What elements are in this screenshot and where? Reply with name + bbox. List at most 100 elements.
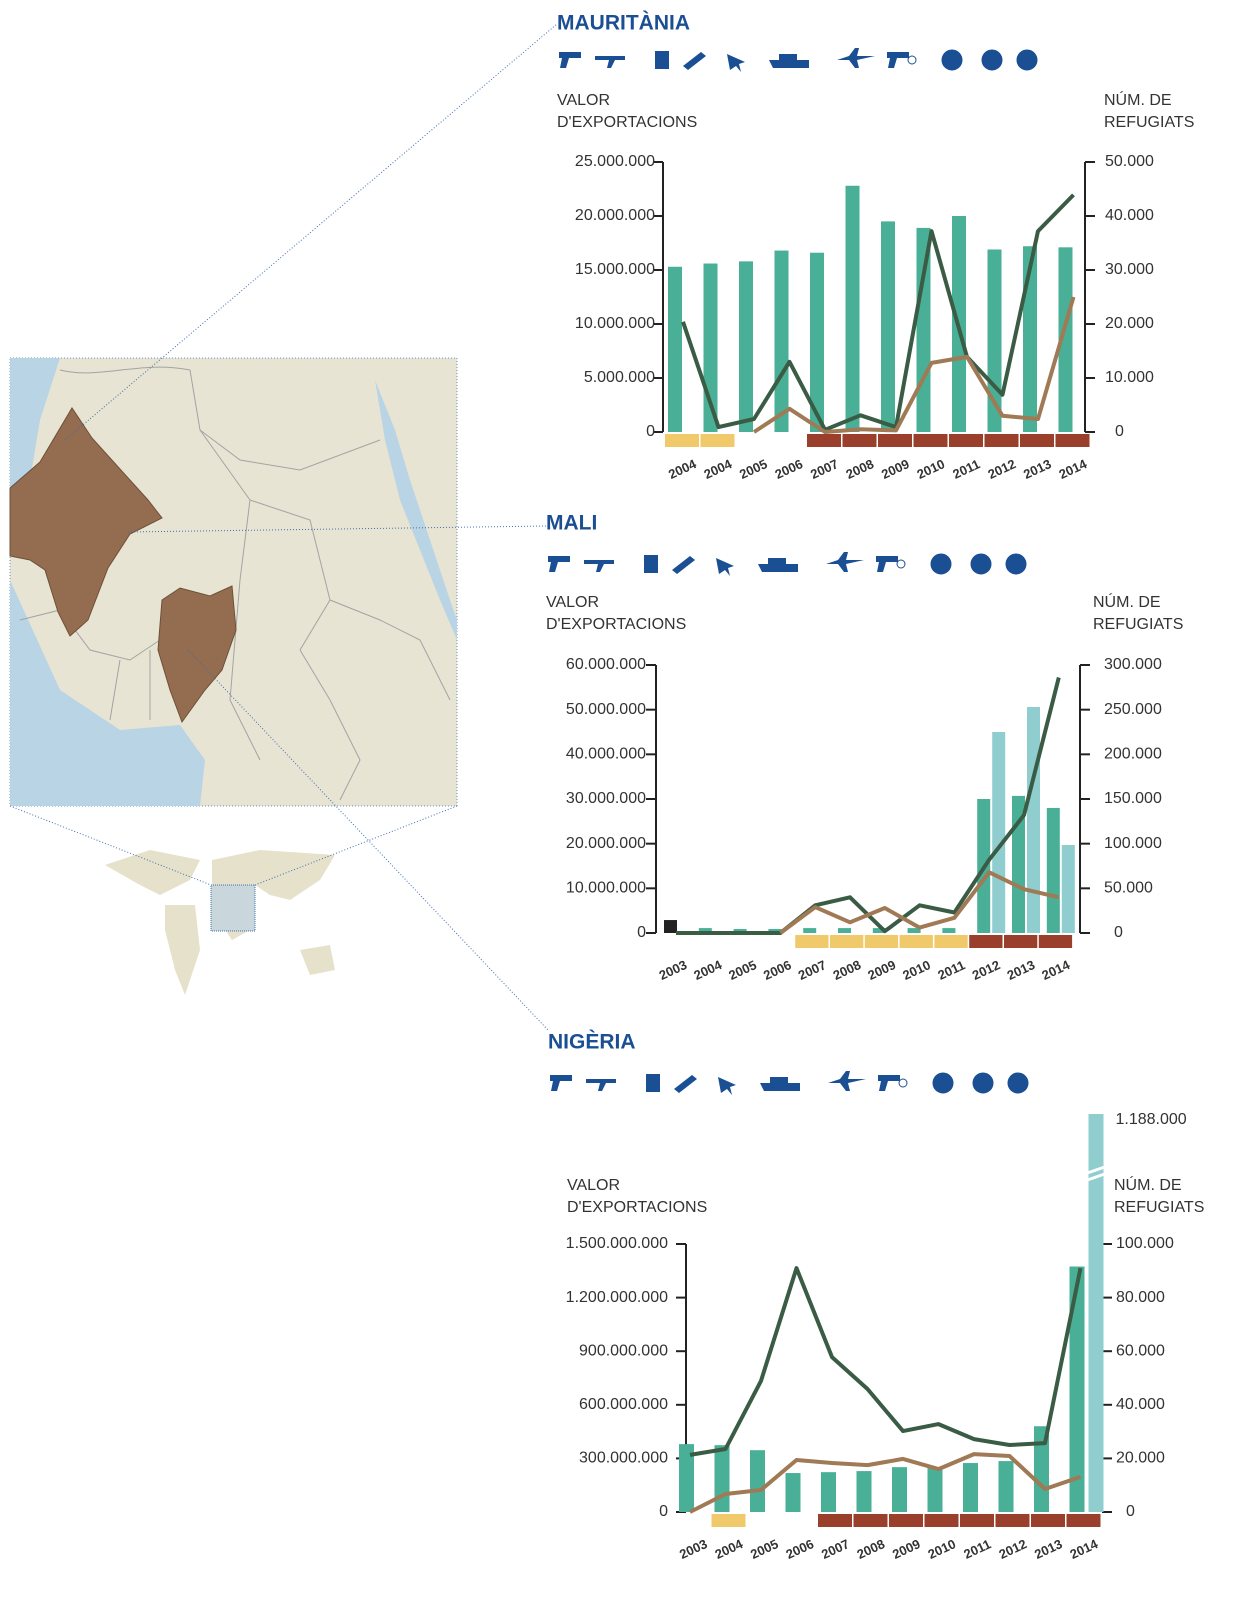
bar (664, 920, 677, 933)
conflict-strip (960, 1514, 994, 1527)
y-tick-label: 10.000.000 (575, 315, 655, 332)
y-tick-label: 20.000.000 (566, 835, 646, 852)
x-tick-label: 2006 (784, 1536, 817, 1562)
y-axis-label: D'EXPORTACIONS (567, 1199, 707, 1216)
y2-tick-label: 10.000 (1105, 369, 1154, 386)
x-tick-label: 2005 (726, 957, 759, 983)
conflict-strip (830, 935, 864, 948)
x-tick-label: 2006 (773, 456, 806, 482)
x-tick-label: 2004 (666, 456, 699, 482)
x-tick-label: 2012 (997, 1536, 1030, 1562)
gear-icon (1016, 49, 1038, 71)
conflict-strip (969, 935, 1003, 948)
bar (1058, 247, 1073, 432)
bar (774, 250, 789, 432)
y-tick-label: 900.000.000 (579, 1342, 668, 1359)
conflict-strip (949, 434, 983, 447)
weapon-icon (646, 1074, 660, 1092)
line (689, 1266, 1083, 1457)
regional-map (9, 357, 458, 807)
weapon-icon (548, 556, 570, 572)
x-tick-label: 2011 (935, 957, 967, 983)
x-tick-label: 2004 (713, 1536, 746, 1562)
bar (907, 928, 921, 933)
conflict-strip (1055, 434, 1090, 447)
y-tick-label: 20.000.000 (575, 207, 655, 224)
y2-tick-label: 250.000 (1104, 701, 1162, 718)
bar (750, 1450, 765, 1512)
x-tick-label: 2009 (879, 456, 912, 482)
conflict-strip (934, 935, 968, 948)
conflict-strip (899, 935, 933, 948)
y2-axis-label: REFUGIATS (1114, 1199, 1204, 1216)
y-tick-label: 0 (659, 1503, 668, 1520)
bar (810, 252, 824, 432)
y2-tick-label: 20.000 (1105, 315, 1154, 332)
y-tick-label: 5.000.000 (584, 369, 655, 386)
x-tick-label: 2008 (831, 957, 864, 983)
bar (821, 1472, 836, 1512)
y2-tick-label: 100.000 (1104, 835, 1162, 852)
y2-tick-label: 20.000 (1116, 1450, 1165, 1467)
bar (838, 928, 851, 933)
weapon-icon (876, 556, 898, 572)
x-tick-label: 2008 (844, 456, 877, 482)
x-tick-label: 2014 (1057, 456, 1090, 482)
chart-title: MALI (546, 512, 597, 535)
y2-axis-label: REFUGIATS (1093, 616, 1183, 633)
bar (927, 1468, 943, 1512)
bar (785, 1473, 801, 1512)
y-tick-label: 25.000.000 (575, 153, 655, 170)
y2-axis-label: NÚM. DE (1093, 592, 1161, 611)
conflict-strip (795, 935, 829, 948)
gear-icon (941, 49, 963, 71)
x-tick-label: 2007 (796, 957, 829, 983)
country-chart: MAURITÀNIA VALOR D'EXPORTACIONS NÚM. DE REFU… (557, 12, 1194, 482)
x-tick-label: 2013 (1021, 456, 1054, 482)
x-tick-label: 2014 (1068, 1536, 1101, 1562)
weapon-icon (655, 51, 669, 69)
weapon-icon (727, 54, 745, 72)
y-tick-label: 1.200.000.000 (566, 1289, 668, 1306)
weapon-icon (760, 1077, 800, 1091)
conflict-strip (853, 1514, 888, 1527)
weapon-icon (584, 560, 614, 572)
y-tick-label: 600.000.000 (579, 1396, 668, 1413)
line (689, 1452, 1082, 1514)
bar (856, 1471, 872, 1512)
x-tick-label: 2011 (950, 456, 982, 482)
x-tick-label: 2012 (970, 957, 1003, 983)
y2-tick-label: 30.000 (1105, 261, 1154, 278)
conflict-strip (1004, 935, 1038, 948)
y2-tick-label: 60.000 (1116, 1342, 1165, 1359)
gear-icon (1005, 553, 1027, 575)
conflict-strip (1038, 935, 1073, 948)
bar (892, 1467, 907, 1512)
y-tick-label: 60.000.000 (566, 656, 646, 673)
y-tick-label: 15.000.000 (575, 261, 655, 278)
y2-tick-label: 0 (1114, 924, 1123, 941)
conflict-strip (984, 434, 1019, 447)
x-tick-label: 2006 (761, 957, 794, 983)
x-tick-label: 2010 (915, 456, 948, 482)
x-tick-label: 2012 (986, 456, 1019, 482)
x-tick-label: 2003 (677, 1536, 710, 1562)
x-tick-label: 2004 (691, 957, 724, 983)
weapon-icon (878, 1075, 900, 1091)
x-tick-label: 2005 (737, 456, 770, 482)
axis-break (1084, 1164, 1108, 1176)
bar (1061, 845, 1075, 933)
leader-lines (9, 23, 558, 1031)
conflict-strip (842, 434, 877, 447)
bar (679, 1444, 694, 1512)
bar (942, 928, 956, 933)
conflict-strip (807, 434, 841, 447)
weapon-icon (837, 48, 875, 68)
bar (1088, 1114, 1104, 1512)
weapon-icon (559, 52, 581, 68)
conflict-strip (1020, 434, 1054, 447)
conflict-strip (924, 1514, 959, 1527)
y2-tick-label: 200.000 (1104, 746, 1162, 763)
